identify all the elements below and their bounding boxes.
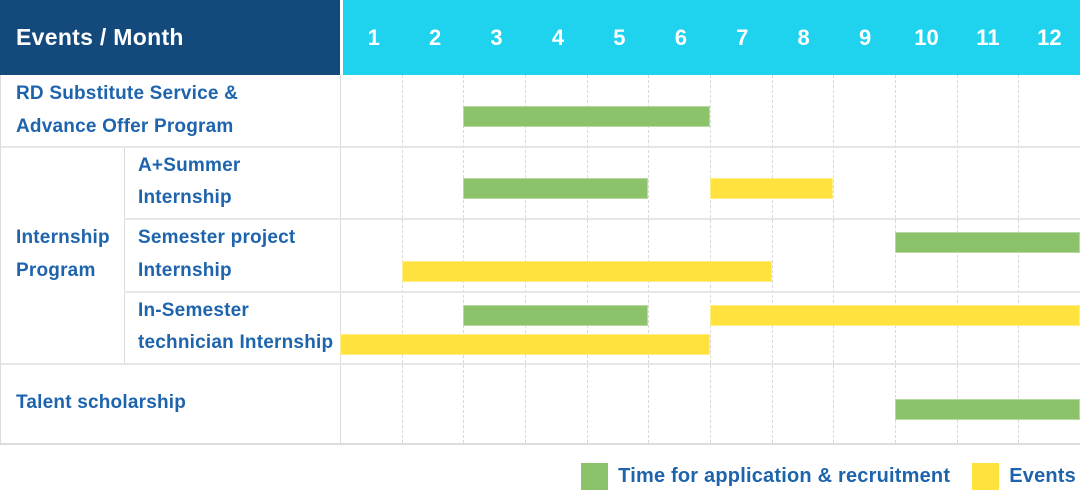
gantt-bar-recruitment <box>463 178 649 199</box>
row-label-line: Talent scholarship <box>16 391 187 413</box>
month-header-5: 5 <box>613 24 626 50</box>
month-header-9: 9 <box>858 24 872 50</box>
month-gridline <box>710 75 711 443</box>
legend-swatch-recruitment <box>581 462 609 490</box>
table-header-row: Events / Month 1 2 3 4 5 6 7 8 9 10 11 12 <box>0 0 1080 75</box>
month-header-3: 3 <box>490 24 503 50</box>
gantt-bar-events <box>401 261 772 282</box>
row-separator <box>124 291 1080 293</box>
month-header-11: 11 <box>976 24 1000 50</box>
month-gridline <box>1018 75 1020 443</box>
month-header-2: 2 <box>429 24 442 50</box>
row-label-4: Talent scholarship <box>0 363 340 443</box>
row-separator <box>0 363 1080 365</box>
table-left-edge <box>0 75 1 443</box>
row-label-line: RD Substitute Service & <box>16 83 239 105</box>
month-gridline <box>648 75 650 443</box>
gantt-bar-events <box>710 305 1080 326</box>
legend-label: Time for application & recruitment <box>618 464 951 487</box>
gantt-bar-events <box>710 178 834 199</box>
legend-swatch-events <box>972 462 1000 490</box>
month-gridline <box>525 75 526 443</box>
gantt-bar-recruitment <box>463 305 649 326</box>
month-gridline <box>771 75 773 443</box>
group-label-line: Internship <box>16 227 110 249</box>
row-label-line: Internship <box>138 187 232 208</box>
gantt-bar-recruitment <box>895 399 1080 420</box>
legend-item: Time for application & recruitment <box>581 462 951 490</box>
month-header-12: 12 <box>1037 24 1062 50</box>
label-chart-divider <box>340 75 341 443</box>
month-header-6: 6 <box>674 24 687 50</box>
header-title: Events / Month <box>16 24 184 50</box>
gantt-bar-recruitment <box>895 232 1080 253</box>
month-gridline <box>895 75 896 443</box>
row-separator <box>0 146 1080 148</box>
gantt-bar-events <box>340 334 710 355</box>
row-label-line: Internship <box>138 259 232 281</box>
month-header-4: 4 <box>551 24 565 50</box>
row-label-line: Advance Offer Program <box>16 115 234 137</box>
row-separator <box>124 218 1080 220</box>
group-subcolumn-divider <box>124 146 125 363</box>
row-label-1: A+Summer Internship <box>124 146 340 218</box>
month-gridline <box>586 75 588 443</box>
gantt-bar-recruitment <box>463 106 710 127</box>
row-label-line: Semester project <box>138 227 296 249</box>
month-gridline <box>833 75 835 443</box>
month-header-8: 8 <box>797 24 810 50</box>
group-label-internship-program: Internship Program <box>0 146 124 363</box>
legend-label: Events <box>1009 464 1076 487</box>
row-label-3: In-Semester technician Internship <box>124 291 340 363</box>
events-month-header-cell: Events / Month <box>0 0 340 75</box>
month-gridline <box>463 75 465 443</box>
row-label-line: A+Summer <box>138 154 241 176</box>
legend: Time for application & recruitment Events <box>0 460 1076 492</box>
month-header-strip: 1 2 3 4 5 6 7 8 9 10 11 12 <box>340 0 1080 75</box>
month-gridline <box>401 75 403 443</box>
month-header-7: 7 <box>736 24 749 50</box>
row-label-line: In-Semester <box>138 299 249 321</box>
group-label-line: Program <box>16 259 96 281</box>
row-label-line: technician Internship <box>138 332 334 353</box>
legend-item: Events <box>972 462 1076 490</box>
month-gridline <box>956 75 958 443</box>
row-separator <box>0 443 1080 445</box>
month-header-1: 1 <box>367 24 380 50</box>
row-label-2: Semester project Internship <box>124 218 340 291</box>
row-label-0: RD Substitute Service & Advance Offer Pro… <box>0 75 340 146</box>
month-header-10: 10 <box>914 24 939 50</box>
